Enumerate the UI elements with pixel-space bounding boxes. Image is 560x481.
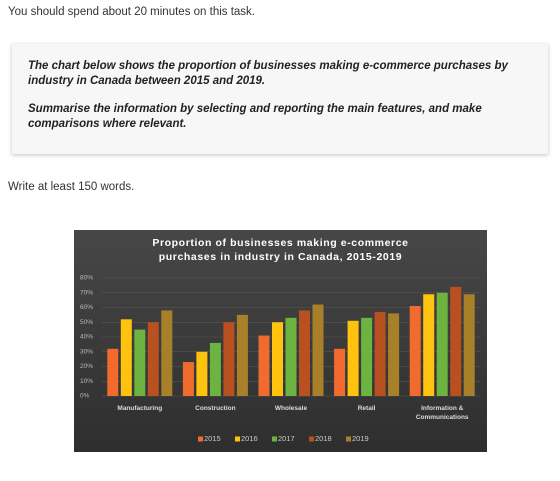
bar [258, 335, 270, 396]
x-tick-label: Information & Communications [415, 405, 469, 421]
legend-label: 2018 [315, 434, 332, 443]
instruction: You should spend about 20 minutes on thi… [8, 6, 255, 18]
bar [463, 294, 475, 396]
y-tick-label: 10% [80, 378, 93, 385]
y-tick-label: 50% [80, 319, 93, 326]
legend-label: 2015 [204, 434, 221, 443]
bar [312, 304, 324, 396]
bar [209, 342, 221, 396]
legend-swatch [346, 436, 351, 442]
bar [147, 322, 159, 396]
bar [285, 317, 297, 396]
bar [423, 294, 435, 396]
y-tick-label: 70% [80, 289, 93, 296]
bar [161, 310, 173, 396]
bar [182, 362, 194, 396]
task-box: The chart below shows the proportion of … [12, 44, 548, 154]
bar [436, 292, 448, 396]
bar [272, 322, 283, 396]
y-tick-label: 80% [80, 275, 93, 282]
bar [223, 322, 235, 396]
bar [196, 351, 208, 396]
bar [409, 306, 421, 396]
legend-label: 2019 [352, 434, 369, 443]
legend-swatch [272, 436, 277, 442]
bar [388, 313, 400, 396]
y-tick-label: 20% [80, 363, 93, 370]
x-tick-label: Retail [357, 405, 376, 412]
task-description: The chart below shows the proportion of … [28, 60, 508, 87]
bar [134, 329, 146, 396]
bar [107, 348, 119, 396]
task-prompt: Summarise the information by selecting a… [28, 103, 482, 130]
y-tick-label: 40% [80, 334, 93, 341]
x-tick-label: Manufacturing [117, 405, 163, 412]
chart-svg: 0% 10% 20% 30% 40% 50% 60% 70% 80% 2015 2016 2017 20… [80, 275, 480, 443]
legend-swatch [235, 436, 240, 442]
chart-title: Proportion of businesses making e-commer… [152, 237, 409, 263]
bar [334, 348, 346, 396]
y-tick-label: 30% [80, 348, 93, 355]
x-tick-label: Construction [195, 405, 236, 412]
word-count-note: Write at least 150 words. [8, 181, 135, 193]
legend-label: 2016 [241, 434, 258, 443]
x-tick-label: Wholesale [274, 405, 308, 412]
bar [120, 319, 132, 396]
bar [361, 317, 373, 396]
legend-swatch [309, 436, 314, 442]
bar [374, 311, 386, 396]
y-tick-label: 0% [80, 393, 90, 400]
legend-label: 2017 [278, 434, 295, 443]
y-tick-label: 60% [80, 304, 93, 311]
bar [236, 314, 248, 396]
chart: 0% 10% 20% 30% 40% 50% 60% 70% 80% 2015 2016 2017 20… [74, 230, 487, 452]
bar [450, 286, 462, 396]
bar [299, 310, 310, 396]
bar [347, 320, 359, 396]
legend-swatch [198, 436, 203, 442]
